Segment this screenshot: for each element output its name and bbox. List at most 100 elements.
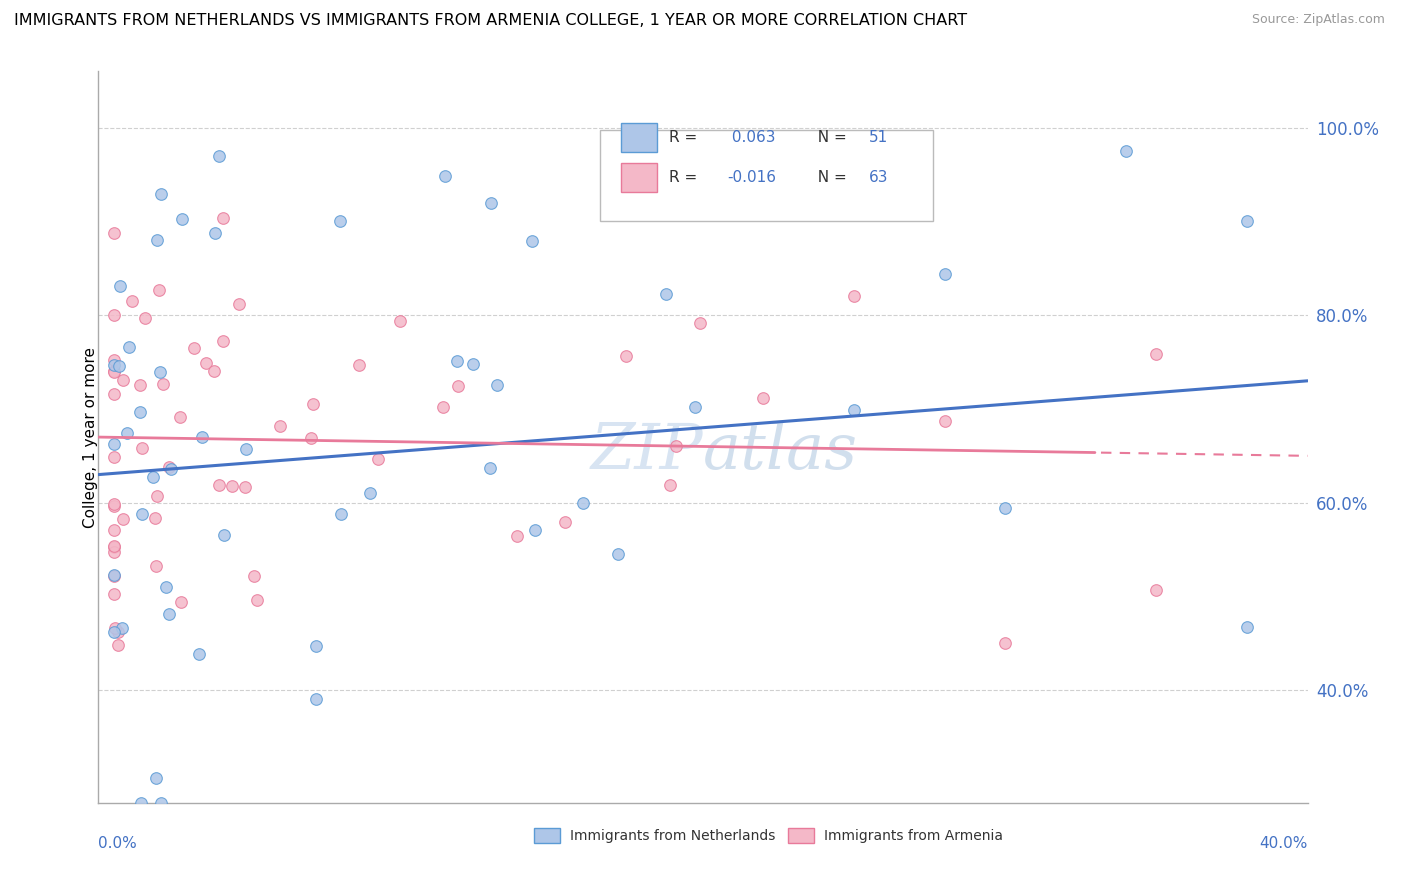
Point (195, 356, 218, 370)
Point (221, 478, 243, 492)
Point (485, 378, 508, 392)
Text: Immigrants from Armenia: Immigrants from Armenia (824, 829, 1002, 843)
Point (142, 470, 165, 484)
Point (367, 452, 389, 467)
Point (103, 545, 125, 559)
Text: 0.063: 0.063 (727, 129, 776, 145)
Text: ZIP: ZIP (591, 421, 703, 483)
Point (150, 796, 173, 810)
Point (145, 771, 167, 785)
FancyBboxPatch shape (621, 163, 657, 192)
Point (190, 430, 212, 444)
Point (359, 485, 381, 500)
Point (143, 510, 166, 524)
Point (170, 594, 193, 608)
Point (665, 439, 688, 453)
Point (654, 287, 676, 301)
Point (689, 317, 711, 331)
Point (145, 559, 167, 574)
Point (305, 639, 328, 653)
Point (235, 480, 257, 494)
Point (103, 387, 125, 401)
Point (246, 593, 269, 607)
Point (155, 580, 177, 594)
Point (103, 524, 125, 538)
Point (128, 405, 150, 419)
Point (108, 279, 131, 293)
Point (1144, 583, 1167, 598)
Point (104, 621, 127, 635)
Point (1115, 144, 1137, 158)
Point (103, 358, 125, 372)
Point (159, 462, 181, 476)
Point (347, 358, 370, 372)
Point (103, 497, 125, 511)
Point (107, 625, 129, 640)
Text: 40.0%: 40.0% (1260, 836, 1308, 851)
Point (433, 169, 456, 183)
Point (111, 621, 134, 635)
Point (235, 442, 257, 457)
Point (187, 647, 209, 661)
Point (329, 214, 352, 228)
Point (481, 195, 503, 210)
Point (463, 357, 485, 371)
Point (520, 235, 543, 249)
Point (432, 401, 454, 415)
Point (607, 547, 630, 561)
Text: R =: R = (669, 129, 702, 145)
Point (115, 425, 138, 440)
Point (934, 414, 956, 428)
Point (994, 636, 1017, 650)
Point (204, 226, 226, 240)
Point (103, 365, 125, 379)
Point (149, 365, 172, 379)
Text: Source: ZipAtlas.com: Source: ZipAtlas.com (1251, 13, 1385, 27)
Text: Immigrants from Netherlands: Immigrants from Netherlands (569, 829, 775, 843)
Point (112, 372, 135, 386)
Point (118, 340, 141, 354)
Point (170, 212, 193, 227)
FancyBboxPatch shape (621, 122, 657, 152)
Point (305, 692, 328, 706)
Point (478, 461, 501, 475)
Point (446, 354, 468, 368)
Point (683, 401, 706, 415)
FancyBboxPatch shape (534, 829, 561, 843)
Point (1236, 620, 1258, 634)
Point (103, 437, 125, 451)
Point (103, 226, 125, 240)
Point (121, 293, 143, 308)
Y-axis label: College, 1 year or more: College, 1 year or more (83, 347, 97, 527)
Point (202, 364, 225, 378)
Text: N =: N = (808, 129, 852, 145)
Point (994, 500, 1017, 515)
Point (131, 441, 153, 455)
Point (107, 639, 129, 653)
Point (330, 507, 353, 521)
Point (150, 187, 173, 202)
Point (1144, 347, 1167, 361)
Point (103, 625, 125, 640)
Point (103, 364, 125, 378)
Point (131, 507, 153, 521)
Point (146, 489, 169, 503)
Point (134, 310, 156, 325)
Point (844, 289, 866, 303)
Text: -0.016: -0.016 (727, 169, 776, 185)
Point (269, 418, 291, 433)
Text: IMMIGRANTS FROM NETHERLANDS VS IMMIGRANTS FROM ARMENIA COLLEGE, 1 YEAR OR MORE C: IMMIGRANTS FROM NETHERLANDS VS IMMIGRANT… (14, 13, 967, 29)
Point (934, 267, 956, 281)
Point (146, 233, 169, 247)
Point (129, 796, 152, 810)
Point (183, 341, 205, 355)
Point (103, 353, 125, 368)
Point (111, 511, 134, 525)
Point (103, 309, 125, 323)
Point (103, 499, 125, 513)
Point (752, 392, 775, 406)
Point (1236, 214, 1258, 228)
Text: N =: N = (808, 169, 852, 185)
Text: 0.0%: 0.0% (98, 836, 138, 851)
Point (614, 349, 637, 363)
